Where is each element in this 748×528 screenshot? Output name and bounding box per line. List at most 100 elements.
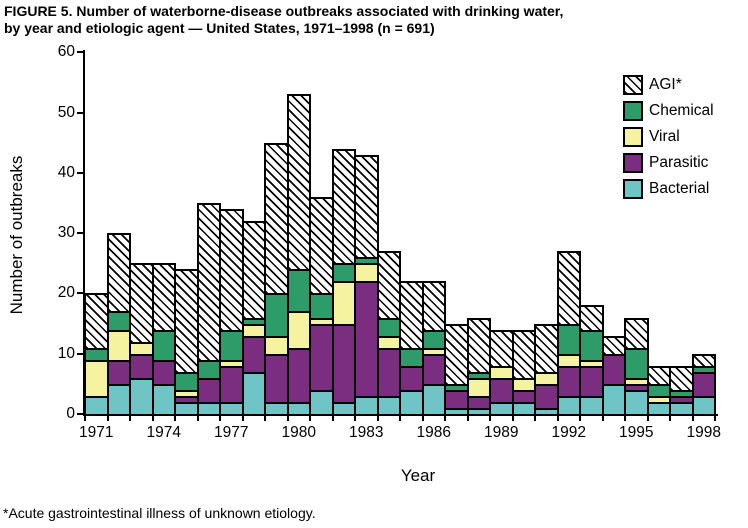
bar-segment-viral-1983 bbox=[354, 263, 379, 282]
bar-segment-parasitic-1979 bbox=[264, 353, 289, 402]
x-tick bbox=[691, 416, 694, 421]
bar-segment-agi-1989 bbox=[489, 329, 514, 366]
legend-item-agi: AGI* bbox=[623, 74, 714, 95]
x-axis-line bbox=[83, 414, 718, 416]
x-tick-label: 1992 bbox=[551, 424, 586, 441]
bar-segment-viral-1977 bbox=[219, 359, 244, 366]
bar-segment-bacterial-1978 bbox=[241, 371, 266, 414]
x-tick bbox=[466, 416, 469, 421]
bar-segment-parasitic-1981 bbox=[309, 323, 334, 390]
x-tick bbox=[421, 416, 424, 421]
legend-label-bacterial: Bacterial bbox=[649, 180, 710, 197]
bar-segment-agi-1984 bbox=[376, 251, 401, 318]
figure-title-line1: FIGURE 5. Number of waterborne-disease o… bbox=[4, 3, 564, 19]
x-tick bbox=[399, 416, 401, 421]
bar-segment-agi-1990 bbox=[511, 329, 536, 378]
y-tick-label: 10 bbox=[57, 344, 75, 362]
bar-segment-parasitic-1974 bbox=[151, 359, 176, 384]
bar-segment-bacterial-1977 bbox=[219, 401, 244, 414]
bar-segment-bacterial-1980 bbox=[286, 401, 311, 414]
bar-segment-parasitic-1992 bbox=[556, 365, 581, 396]
bar-segment-bacterial-1974 bbox=[151, 383, 176, 414]
bar-segment-chemical-1985 bbox=[399, 347, 424, 366]
x-tick-label: 1980 bbox=[281, 424, 316, 441]
bar-segment-parasitic-1994 bbox=[601, 353, 626, 384]
bar-segment-agi-1975 bbox=[174, 269, 199, 372]
x-tick bbox=[196, 416, 199, 421]
x-tick bbox=[129, 416, 131, 421]
bar-segment-chemical-1984 bbox=[376, 317, 401, 336]
x-tick bbox=[309, 416, 311, 421]
chart-legend: AGI* Chemical Viral Parasitic Bacterial bbox=[623, 74, 714, 206]
bar-segment-viral-1981 bbox=[309, 317, 334, 324]
x-tick bbox=[511, 416, 514, 421]
bar-segment-agi-1979 bbox=[264, 142, 289, 294]
bar-segment-chemical-1996 bbox=[646, 383, 671, 396]
legend-swatch-parasitic-icon bbox=[623, 152, 643, 173]
bar-segment-bacterial-1996 bbox=[646, 401, 671, 414]
bar-segment-chemical-1983 bbox=[354, 257, 379, 264]
y-tick bbox=[77, 292, 83, 295]
bar-segment-chemical-1998 bbox=[691, 365, 716, 372]
bar-segment-agi-1985 bbox=[399, 281, 424, 348]
x-tick bbox=[174, 416, 176, 421]
y-tick bbox=[77, 111, 83, 114]
bar-segment-bacterial-1988 bbox=[466, 407, 491, 414]
legend-item-viral: Viral bbox=[623, 126, 714, 147]
bar-segment-chemical-1982 bbox=[331, 263, 356, 282]
bar-segment-parasitic-1982 bbox=[331, 323, 356, 402]
y-tick bbox=[77, 171, 83, 174]
bar-segment-parasitic-1984 bbox=[376, 347, 401, 396]
x-tick bbox=[579, 416, 581, 421]
x-tick-label: 1974 bbox=[146, 424, 181, 441]
bar-segment-parasitic-1986 bbox=[421, 353, 446, 384]
bar-segment-agi-1981 bbox=[309, 196, 334, 294]
bar-segment-parasitic-1973 bbox=[129, 353, 154, 378]
bar-segment-bacterial-1981 bbox=[309, 389, 334, 414]
figure-title-line2: by year and etiologic agent — United Sta… bbox=[4, 20, 435, 36]
bar-segment-bacterial-1998 bbox=[691, 395, 716, 414]
bar-segment-agi-1972 bbox=[106, 233, 131, 312]
bar-segment-agi-1980 bbox=[286, 94, 311, 270]
bar-segment-parasitic-1980 bbox=[286, 347, 311, 402]
bar-segment-viral-1982 bbox=[331, 281, 356, 324]
x-tick-label: 1989 bbox=[484, 424, 519, 441]
x-tick-label: 1983 bbox=[349, 424, 384, 441]
x-tick bbox=[219, 416, 221, 421]
bar-segment-bacterial-1995 bbox=[624, 389, 649, 414]
x-tick bbox=[601, 416, 604, 421]
legend-item-bacterial: Bacterial bbox=[623, 178, 714, 199]
x-tick-label: 1971 bbox=[79, 424, 114, 441]
bar-segment-chemical-1978 bbox=[241, 317, 266, 324]
bar-segment-chemical-1987 bbox=[444, 383, 469, 390]
legend-label-chemical: Chemical bbox=[649, 102, 714, 119]
x-tick bbox=[624, 416, 626, 421]
bar-segment-bacterial-1979 bbox=[264, 401, 289, 414]
x-tick-label: 1995 bbox=[619, 424, 654, 441]
bar-segment-viral-1972 bbox=[106, 329, 131, 360]
bar-segment-agi-1997 bbox=[669, 365, 694, 390]
bar-segment-agi-1988 bbox=[466, 317, 491, 372]
x-tick bbox=[376, 416, 379, 421]
bar-segment-agi-1983 bbox=[354, 154, 379, 258]
bar-segment-agi-1978 bbox=[241, 221, 266, 318]
bar-segment-agi-1982 bbox=[331, 148, 356, 264]
bar-segment-bacterial-1990 bbox=[511, 401, 536, 414]
bar-segment-parasitic-1997 bbox=[669, 395, 694, 402]
x-tick bbox=[534, 416, 536, 421]
legend-swatch-viral-icon bbox=[623, 126, 643, 147]
bar-segment-chemical-1971 bbox=[84, 347, 109, 360]
x-tick bbox=[714, 416, 716, 421]
bar-segment-viral-1978 bbox=[241, 323, 266, 336]
bar-segment-parasitic-1998 bbox=[691, 371, 716, 396]
bar-segment-viral-1995 bbox=[624, 377, 649, 384]
y-tick-label: 40 bbox=[57, 163, 75, 181]
bar-segment-viral-1979 bbox=[264, 335, 289, 354]
bar-segment-bacterial-1993 bbox=[579, 395, 604, 414]
bar-segment-bacterial-1997 bbox=[669, 401, 694, 414]
bar-segment-bacterial-1994 bbox=[601, 383, 626, 414]
legend-label-viral: Viral bbox=[649, 128, 680, 145]
bar-segment-viral-1990 bbox=[511, 377, 536, 390]
bar-segment-parasitic-1985 bbox=[399, 365, 424, 390]
bar-segment-viral-1971 bbox=[84, 359, 109, 396]
